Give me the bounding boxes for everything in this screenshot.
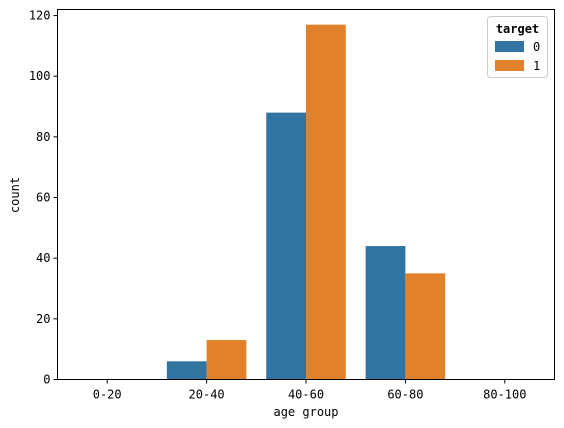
bars [166, 24, 446, 380]
legend-swatch-0 [495, 41, 524, 52]
x-tick-label: 20-40 [189, 388, 225, 402]
x-tick-label: 0-20 [93, 388, 122, 402]
y-axis-ticks: 0 20 40 60 80 100 120 [29, 9, 58, 387]
bar-target-1-20-40 [206, 340, 247, 380]
plot-frame [57, 9, 555, 380]
bar-target-1-60-80 [405, 273, 446, 380]
y-tick-label: 120 [29, 9, 51, 23]
legend-swatch-1 [495, 60, 524, 71]
legend-label-0: 0 [533, 40, 540, 54]
y-tick-label: 100 [29, 69, 51, 83]
y-tick-label: 80 [36, 130, 50, 144]
legend: target 0 1 [487, 16, 548, 78]
bar-target-0-60-80 [365, 246, 406, 380]
x-tick-label: 40-60 [288, 388, 324, 402]
y-axis-label: count [8, 177, 22, 213]
bar-target-1-40-60 [306, 24, 346, 380]
bar-target-0-40-60 [266, 112, 306, 380]
x-axis-ticks: 0-20 20-40 40-60 60-80 80-100 [93, 379, 526, 402]
legend-label-1: 1 [533, 59, 540, 73]
x-tick-label: 60-80 [387, 388, 423, 402]
y-tick-label: 20 [36, 312, 50, 326]
legend-title: target [496, 22, 539, 36]
y-tick-label: 60 [36, 191, 50, 205]
x-axis-label: age group [273, 405, 338, 419]
y-tick-label: 0 [43, 373, 50, 387]
bar-target-0-20-40 [166, 361, 207, 380]
y-tick-label: 40 [36, 251, 50, 265]
x-tick-label: 80-100 [483, 388, 526, 402]
